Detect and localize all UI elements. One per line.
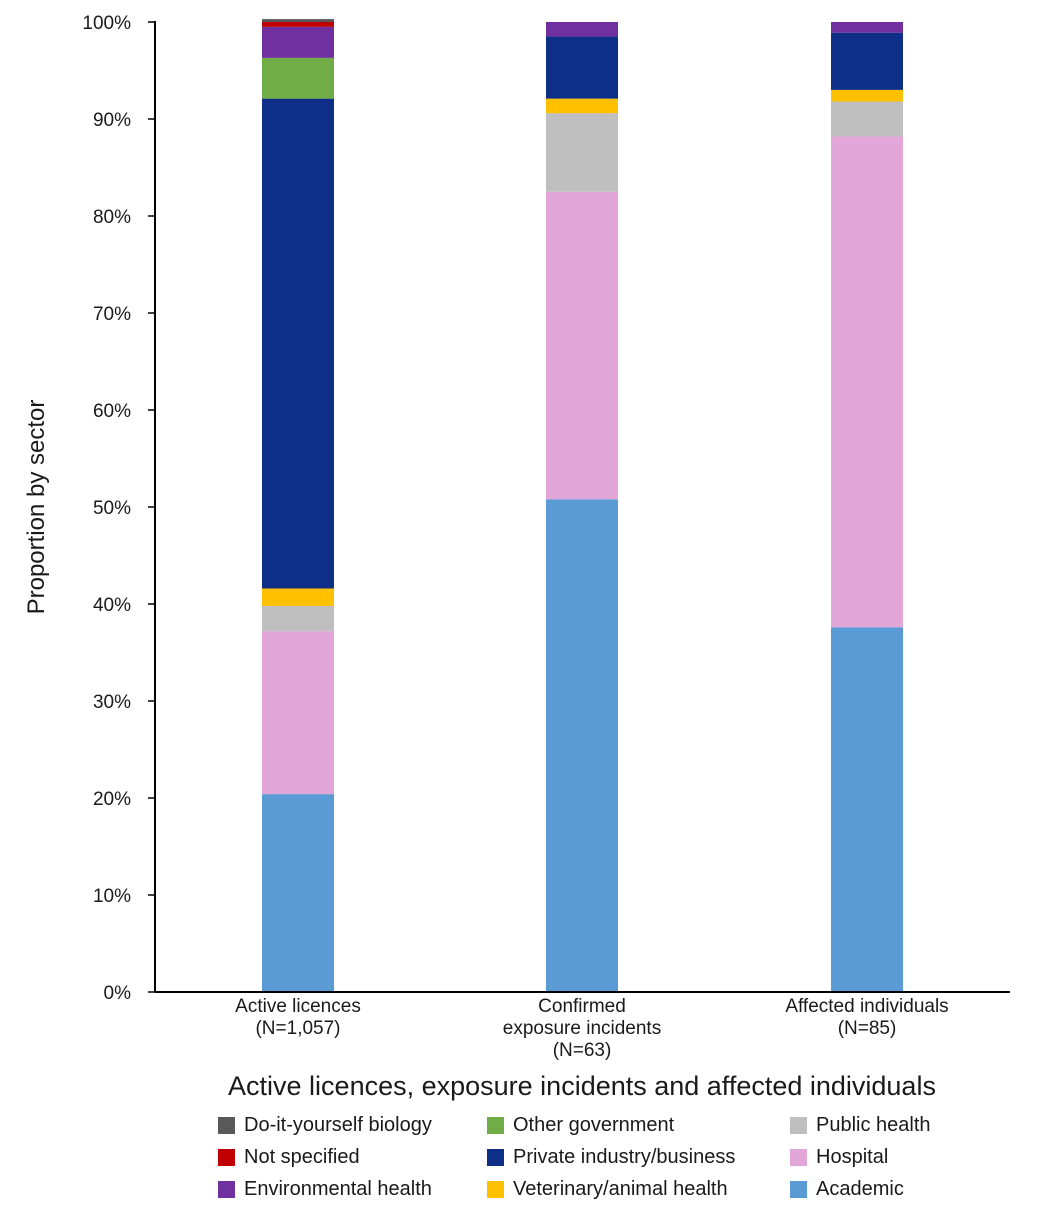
bar-segment [262, 605, 334, 632]
category-label: Affected individuals (N=85) [785, 996, 948, 1039]
bar-segment [262, 22, 334, 27]
bar-segment [546, 22, 618, 37]
chart: 0% 10% 20% 30% 40% 50% 60% 70% 80% 90% 100% Active … [23, 13, 1010, 1101]
legend-swatch [218, 1148, 235, 1166]
y-tick-label: 90% [93, 110, 131, 131]
legend-item: Other government [487, 1110, 674, 1140]
legend-label: Public health [816, 1113, 931, 1136]
bar-segment [262, 588, 334, 606]
bar-segment [262, 98, 334, 589]
legend-label: Other government [513, 1113, 675, 1136]
y-tick-label: 20% [93, 789, 131, 810]
bar-segment [262, 794, 334, 992]
legend-swatch [218, 1180, 235, 1198]
legend-item: Private industry/business [487, 1142, 735, 1172]
y-tick-label: 50% [93, 498, 131, 519]
legend-label: Environmental health [244, 1177, 432, 1200]
legend-swatch [487, 1148, 504, 1166]
legend-label: Do-it-yourself biology [244, 1113, 432, 1136]
y-tick-label: 100% [82, 13, 131, 34]
legend-swatch [790, 1116, 807, 1134]
y-tick-label: 70% [93, 304, 131, 325]
y-tick-label: 60% [93, 401, 131, 422]
bar-segment [546, 191, 618, 500]
legend-swatch [487, 1180, 504, 1198]
legend-item: Not specified [218, 1142, 360, 1172]
bar-segment [831, 22, 903, 33]
legend-label: Academic [816, 1177, 904, 1200]
bar-segment [546, 98, 618, 114]
bar-segment [262, 19, 334, 22]
y-tick-label: 80% [93, 207, 131, 228]
bar-segment [831, 627, 903, 992]
legend-swatch [790, 1180, 807, 1198]
legend-item: Public health [790, 1110, 931, 1140]
legend-swatch [487, 1116, 504, 1134]
bar-segment [262, 57, 334, 99]
legend-label: Not specified [244, 1145, 360, 1168]
y-tick-label: 10% [93, 886, 131, 907]
legend-label: Hospital [816, 1145, 889, 1168]
bar-segment [262, 26, 334, 58]
legend-item: Do-it-yourself biology [218, 1110, 432, 1140]
legend-item: Academic [790, 1174, 904, 1204]
legend-item: Environmental health [218, 1174, 432, 1204]
y-tick-label: 30% [93, 692, 131, 713]
bar-segment [831, 101, 903, 137]
category-label: Confirmed exposure incidents (N=63) [503, 996, 661, 1061]
legend-swatch [790, 1148, 807, 1166]
legend-item: Veterinary/animal health [487, 1174, 728, 1204]
y-tick-label: 40% [93, 595, 131, 616]
bar-segment [262, 631, 334, 795]
legend-swatch [218, 1116, 235, 1134]
category-label: Active licences (N=1,057) [235, 996, 361, 1039]
legend: Do-it-yourself biology Not specified Envir… [218, 1110, 1018, 1210]
bar-segment [546, 113, 618, 192]
legend-label: Veterinary/animal health [513, 1177, 728, 1200]
bar-segment [546, 499, 618, 992]
bar-segment [831, 32, 903, 90]
x-axis-title: Active licences, exposure incidents and … [228, 1071, 936, 1101]
y-tick-label: 0% [104, 983, 132, 1004]
bar-segment [831, 89, 903, 102]
y-axis-title: Proportion by sector [23, 400, 50, 615]
legend-label: Private industry/business [513, 1145, 736, 1168]
legend-item: Hospital [790, 1142, 888, 1172]
bar-segment [831, 136, 903, 628]
bar-segment [546, 36, 618, 99]
